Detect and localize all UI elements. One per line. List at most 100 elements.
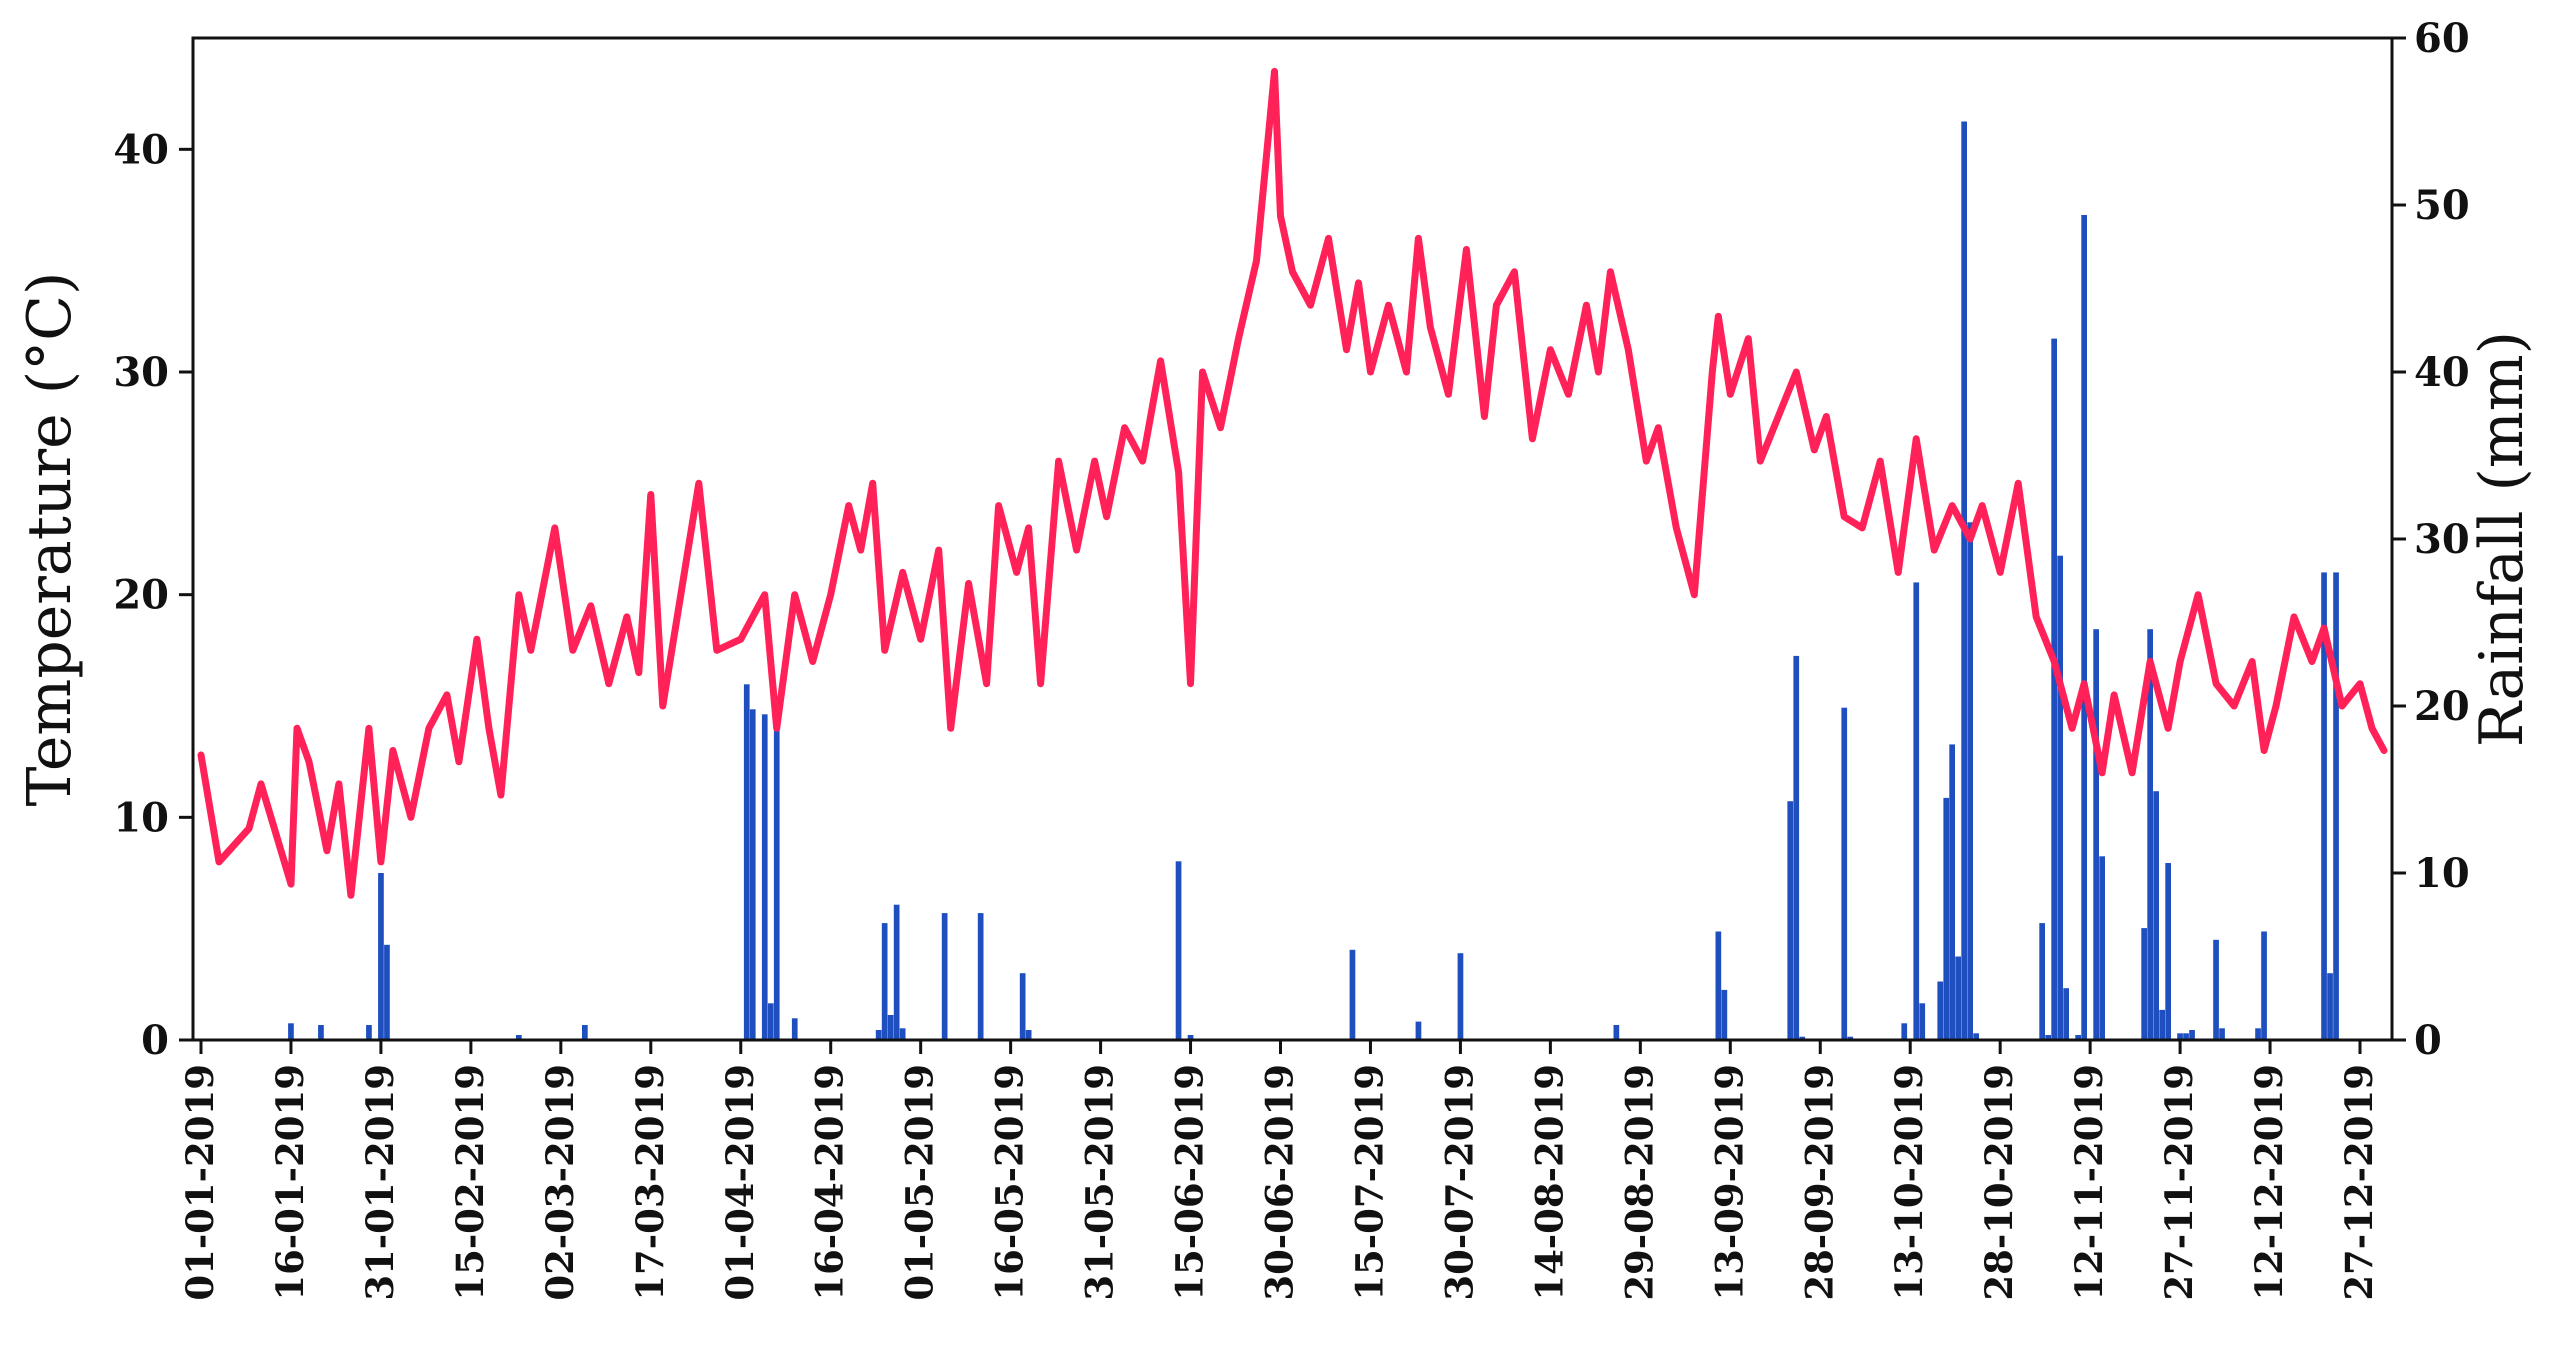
left-y-tick-label: 20 xyxy=(113,572,169,619)
x-tick-label: 31-01-2019 xyxy=(358,1064,402,1301)
rainfall-bar xyxy=(1415,1021,1422,1040)
x-tick-label: 29-08-2019 xyxy=(1617,1064,1661,1301)
rainfall-bar xyxy=(2063,988,2069,1040)
right-y-tick-label: 60 xyxy=(2414,15,2470,62)
rainfall-bar xyxy=(516,1035,522,1040)
rainfall-bar xyxy=(1949,744,1955,1040)
rainfall-bar xyxy=(2213,939,2219,1040)
rainfall-bar xyxy=(582,1025,588,1040)
rainfall-bar xyxy=(1025,1030,1032,1040)
rainfall-bar xyxy=(2039,923,2045,1040)
rainfall-bar xyxy=(1919,1003,1926,1040)
x-tick-label: 16-01-2019 xyxy=(268,1064,312,1301)
rainfall-bar xyxy=(791,1018,798,1040)
rainfall-bar xyxy=(2321,572,2327,1040)
temperature-line xyxy=(197,67,2388,899)
right-y-tick-label: 20 xyxy=(2414,683,2470,730)
rainfall-bar xyxy=(1961,121,1967,1040)
x-tick-label: 01-05-2019 xyxy=(898,1064,942,1301)
right-y-axis-ticks: 0 10 20 30 40 50 60 xyxy=(2392,15,2470,1064)
x-tick-label: 13-10-2019 xyxy=(1887,1064,1931,1301)
right-y-tick-label: 0 xyxy=(2414,1017,2442,1064)
x-tick-label: 28-09-2019 xyxy=(1797,1064,1841,1301)
x-axis-ticks: 01-01-2019 16-01-2019 31-01-2019 15-02-2019… xyxy=(178,1040,2381,1301)
rainfall-bar xyxy=(1349,949,1356,1040)
right-y-axis-title: Rainfall (mm) xyxy=(2467,331,2537,747)
rainfall-bar xyxy=(2327,973,2333,1040)
rainfall-bar xyxy=(1973,1033,1979,1040)
rainfall-bar xyxy=(767,1003,774,1040)
rainfall-bar xyxy=(1943,797,1950,1040)
rainfall-bar xyxy=(2183,1033,2189,1040)
rainfall-bar xyxy=(1937,981,1944,1040)
temperature-line-layer xyxy=(197,67,2388,899)
x-tick-label: 30-06-2019 xyxy=(1258,1064,1302,1301)
rainfall-bar xyxy=(1187,1035,1194,1040)
rainfall-bar xyxy=(875,1030,882,1040)
rainfall-bar xyxy=(1721,989,1728,1040)
left-y-tick-label: 0 xyxy=(141,1017,169,1064)
rainfall-bar xyxy=(2261,931,2267,1040)
x-tick-label: 02-03-2019 xyxy=(538,1064,582,1301)
rainfall-bar xyxy=(1847,1036,1854,1040)
rainfall-bar xyxy=(1955,956,1961,1040)
left-y-axis-title: Temperature (°C) xyxy=(15,272,85,807)
x-tick-label: 12-11-2019 xyxy=(2067,1064,2111,1301)
x-tick-label: 16-04-2019 xyxy=(808,1064,852,1301)
rainfall-bar xyxy=(2165,863,2171,1040)
rainfall-bar xyxy=(1799,1036,1806,1040)
right-y-tick-label: 50 xyxy=(2414,182,2470,229)
right-y-tick-label: 40 xyxy=(2414,349,2470,396)
rainfall-bar xyxy=(1793,655,1800,1040)
rainfall-bar xyxy=(1841,707,1848,1040)
rainfall-bar xyxy=(773,719,780,1040)
x-tick-label: 15-06-2019 xyxy=(1168,1064,1212,1301)
rainfall-bar xyxy=(2093,629,2099,1040)
x-tick-label: 15-07-2019 xyxy=(1347,1064,1391,1301)
right-y-tick-label: 30 xyxy=(2414,516,2470,563)
rainfall-bar xyxy=(2153,791,2159,1040)
rainfall-bar xyxy=(378,873,384,1040)
rainfall-bar xyxy=(977,913,984,1040)
x-tick-label: 15-02-2019 xyxy=(448,1064,492,1301)
x-tick-label: 27-12-2019 xyxy=(2337,1064,2381,1301)
rainfall-bar xyxy=(2189,1030,2195,1040)
rainfall-bar xyxy=(318,1025,324,1040)
rainfall-bar xyxy=(2177,1033,2183,1040)
x-tick-label: 01-01-2019 xyxy=(178,1064,222,1301)
x-tick-label: 16-05-2019 xyxy=(988,1064,1032,1301)
left-y-tick-label: 10 xyxy=(113,794,169,841)
rainfall-bar xyxy=(384,944,390,1040)
rainfall-bar xyxy=(1787,801,1794,1040)
rainfall-bar xyxy=(749,709,756,1040)
rainfall-bar xyxy=(2099,856,2105,1040)
rainfall-bar xyxy=(2255,1028,2261,1040)
x-tick-label: 17-03-2019 xyxy=(628,1064,672,1301)
rainfall-bar xyxy=(893,904,900,1040)
rainfall-bar xyxy=(887,1015,894,1040)
rainfall-bar xyxy=(2333,572,2339,1040)
rainfall-bar xyxy=(2141,928,2147,1040)
rainfall-bar xyxy=(1457,953,1464,1040)
x-tick-label: 31-05-2019 xyxy=(1078,1064,1122,1301)
rainfall-bar xyxy=(2045,1035,2051,1040)
right-y-tick-label: 10 xyxy=(2414,850,2470,897)
rainfall-bar xyxy=(2159,1009,2165,1040)
x-tick-label: 30-07-2019 xyxy=(1437,1064,1481,1301)
rainfall-bar xyxy=(941,913,948,1040)
rainfall-bar xyxy=(2081,215,2087,1040)
left-y-axis-ticks: 0 10 20 30 40 xyxy=(113,126,193,1064)
rainfall-bar xyxy=(743,684,750,1040)
rainfall-bar xyxy=(2057,555,2063,1040)
rainfall-bar xyxy=(761,714,768,1040)
rainfall-bar xyxy=(1913,582,1920,1040)
x-tick-label: 28-10-2019 xyxy=(1977,1064,2021,1301)
x-tick-label: 12-12-2019 xyxy=(2247,1064,2291,1301)
rainfall-bar xyxy=(1019,973,1026,1040)
rainfall-bar xyxy=(2051,338,2057,1041)
rainfall-bar xyxy=(2075,1035,2081,1040)
rainfall-bar xyxy=(2147,629,2153,1040)
left-y-tick-label: 30 xyxy=(113,349,169,396)
rainfall-bar xyxy=(1901,1023,1908,1040)
